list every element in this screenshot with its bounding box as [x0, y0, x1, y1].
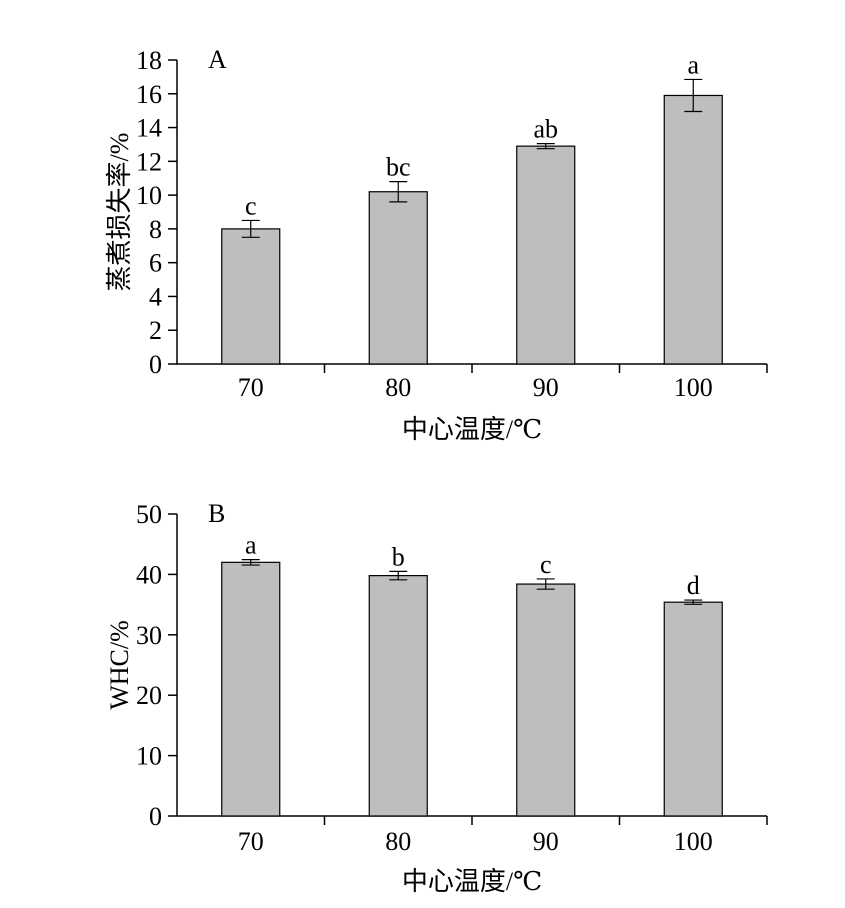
bar — [516, 145, 576, 365]
x-tick-label: 80 — [385, 827, 411, 856]
y-tick-label: 12 — [136, 147, 162, 176]
y-tick-label: 30 — [136, 621, 162, 650]
bar — [663, 601, 723, 817]
y-tick-label: 4 — [149, 282, 162, 311]
y-tick-label: 0 — [149, 802, 162, 831]
y-tick-label: 14 — [136, 114, 162, 143]
bar — [516, 583, 576, 817]
y-tick-label: 8 — [149, 215, 162, 244]
x-tick-label: 90 — [533, 373, 559, 402]
bar — [368, 575, 428, 817]
x-tick-label: 90 — [533, 827, 559, 856]
y-tick-label: 10 — [136, 181, 162, 210]
significance-label: a — [245, 531, 257, 560]
significance-label: c — [245, 191, 257, 220]
bar — [221, 228, 281, 365]
x-tick-label: 100 — [674, 827, 713, 856]
x-tick-label: 100 — [674, 373, 713, 402]
y-tick-label: 20 — [136, 681, 162, 710]
bar — [368, 191, 428, 365]
x-axis-title: 中心温度/℃ — [402, 415, 542, 444]
significance-label: a — [687, 50, 699, 79]
y-tick-label: 50 — [136, 500, 162, 529]
significance-label: c — [540, 550, 552, 579]
y-tick-label: 40 — [136, 560, 162, 589]
y-axis-title: WHC/% — [105, 620, 134, 710]
significance-label: ab — [533, 115, 558, 144]
y-tick-label: 10 — [136, 742, 162, 771]
chart-panel-b: 0 10 20 30 40 50 a 70 b 80 c 90 d 100 中心温度/℃ WHC/% B — [105, 499, 768, 896]
significance-label: d — [687, 571, 700, 600]
x-tick-label: 70 — [238, 373, 264, 402]
x-axis-title: 中心温度/℃ — [402, 867, 542, 896]
bar — [663, 94, 723, 365]
y-tick-label: 2 — [149, 316, 162, 345]
bar — [221, 561, 281, 817]
panel-letter: B — [208, 499, 225, 528]
y-tick-label: 6 — [149, 249, 162, 278]
y-tick-label: 16 — [136, 80, 162, 109]
x-tick-label: 70 — [238, 827, 264, 856]
significance-label: b — [392, 542, 405, 571]
x-tick-label: 80 — [385, 373, 411, 402]
y-axis-title: 蒸煮损失率/% — [105, 133, 134, 292]
y-tick-label: 0 — [149, 350, 162, 379]
significance-label: bc — [386, 153, 411, 182]
panel-letter: A — [208, 45, 227, 74]
chart-panel-a: 0 2 4 6 8 10 12 14 16 18 c 70 bc 80 ab 90 a 100 中心温度/℃ 蒸煮损失… — [105, 45, 768, 444]
y-tick-label: 18 — [136, 46, 162, 75]
